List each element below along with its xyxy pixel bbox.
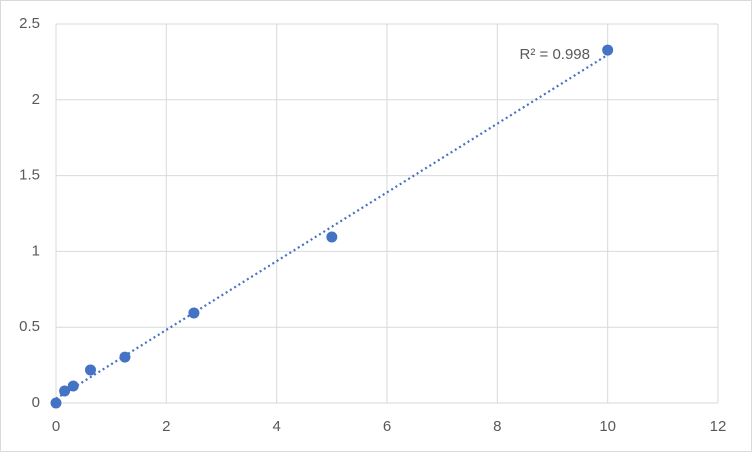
annotation: R² = 0.998: [520, 46, 590, 63]
data-point: [59, 385, 71, 397]
x-tick-label: 8: [493, 418, 501, 435]
data-point: [326, 231, 338, 243]
data-point: [67, 380, 79, 392]
x-tick-label: 0: [52, 418, 60, 435]
y-tick-label: 2: [32, 91, 40, 108]
data-point: [119, 351, 131, 363]
data-point: [602, 44, 614, 56]
data-point: [84, 364, 96, 376]
y-tick-label: 2.5: [19, 15, 40, 32]
trendline: [55, 53, 609, 400]
y-tick-label: 1: [32, 242, 40, 259]
x-tick-label: 10: [599, 418, 616, 435]
x-tick-label: 2: [162, 418, 170, 435]
x-tick-label: 12: [710, 418, 727, 435]
x-tick-label: 4: [272, 418, 280, 435]
y-tick-label: 1.5: [19, 167, 40, 184]
data-point: [50, 397, 62, 409]
data-point: [188, 307, 200, 319]
x-tick-label: 6: [383, 418, 391, 435]
y-tick-label: 0.5: [19, 318, 40, 335]
y-tick-label: 0: [32, 394, 40, 411]
